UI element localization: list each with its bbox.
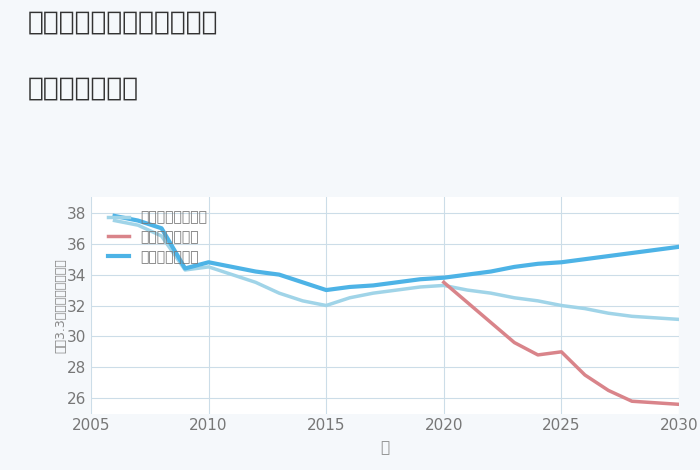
グッドシナリオ <box>416 276 424 282</box>
ノーマルシナリオ <box>463 287 472 293</box>
バッドシナリオ <box>628 399 636 404</box>
ノーマルシナリオ <box>369 290 377 296</box>
バッドシナリオ <box>651 400 659 406</box>
グッドシナリオ <box>298 280 307 285</box>
グッドシナリオ <box>275 272 284 277</box>
ノーマルシナリオ <box>251 280 260 285</box>
グッドシナリオ <box>393 280 401 285</box>
グッドシナリオ <box>463 272 472 277</box>
ノーマルシナリオ <box>510 295 519 301</box>
グッドシナリオ <box>322 287 330 293</box>
ノーマルシナリオ <box>346 295 354 301</box>
バッドシナリオ <box>440 280 448 285</box>
ノーマルシナリオ <box>557 303 566 308</box>
グッドシナリオ <box>604 253 612 259</box>
Line: バッドシナリオ: バッドシナリオ <box>444 282 679 404</box>
Text: 土地の価格推移: 土地の価格推移 <box>28 75 139 101</box>
ノーマルシナリオ <box>604 310 612 316</box>
ノーマルシナリオ <box>134 222 142 228</box>
ノーマルシナリオ <box>581 306 589 312</box>
ノーマルシナリオ <box>533 298 542 304</box>
ノーマルシナリオ <box>416 284 424 290</box>
Line: ノーマルシナリオ: ノーマルシナリオ <box>115 220 679 320</box>
グッドシナリオ <box>346 284 354 290</box>
バッドシナリオ <box>581 372 589 378</box>
ノーマルシナリオ <box>393 287 401 293</box>
Y-axis label: 坪（3.3㎡）単価（万円）: 坪（3.3㎡）単価（万円） <box>55 258 68 353</box>
ノーマルシナリオ <box>628 313 636 319</box>
ノーマルシナリオ <box>275 290 284 296</box>
バッドシナリオ <box>604 388 612 393</box>
ノーマルシナリオ <box>298 298 307 304</box>
グッドシナリオ <box>533 261 542 266</box>
グッドシナリオ <box>486 269 495 274</box>
グッドシナリオ <box>228 264 237 270</box>
グッドシナリオ <box>181 266 189 271</box>
ノーマルシナリオ <box>486 290 495 296</box>
X-axis label: 年: 年 <box>380 440 390 455</box>
グッドシナリオ <box>251 269 260 274</box>
グッドシナリオ <box>675 244 683 250</box>
ノーマルシナリオ <box>204 264 213 270</box>
バッドシナリオ <box>557 349 566 355</box>
グッドシナリオ <box>111 213 119 219</box>
グッドシナリオ <box>581 256 589 262</box>
Legend: ノーマルシナリオ, バッドシナリオ, グッドシナリオ: ノーマルシナリオ, バッドシナリオ, グッドシナリオ <box>104 206 211 268</box>
Text: 愛知県豊橋市高師石塚町の: 愛知県豊橋市高師石塚町の <box>28 9 218 35</box>
バッドシナリオ <box>675 401 683 407</box>
バッドシナリオ <box>533 352 542 358</box>
ノーマルシナリオ <box>181 267 189 273</box>
ノーマルシナリオ <box>651 315 659 321</box>
グッドシナリオ <box>158 226 166 231</box>
ノーマルシナリオ <box>228 272 237 277</box>
バッドシナリオ <box>510 340 519 345</box>
グッドシナリオ <box>510 264 519 270</box>
ノーマルシナリオ <box>440 282 448 288</box>
バッドシナリオ <box>463 299 472 305</box>
ノーマルシナリオ <box>158 233 166 239</box>
グッドシナリオ <box>204 259 213 265</box>
グッドシナリオ <box>651 247 659 253</box>
ノーマルシナリオ <box>675 317 683 322</box>
グッドシナリオ <box>557 259 566 265</box>
グッドシナリオ <box>440 275 448 281</box>
グッドシナリオ <box>369 282 377 288</box>
グッドシナリオ <box>134 218 142 223</box>
ノーマルシナリオ <box>322 303 330 308</box>
ノーマルシナリオ <box>111 218 119 223</box>
グッドシナリオ <box>628 250 636 256</box>
バッドシナリオ <box>486 320 495 325</box>
Line: グッドシナリオ: グッドシナリオ <box>115 216 679 290</box>
